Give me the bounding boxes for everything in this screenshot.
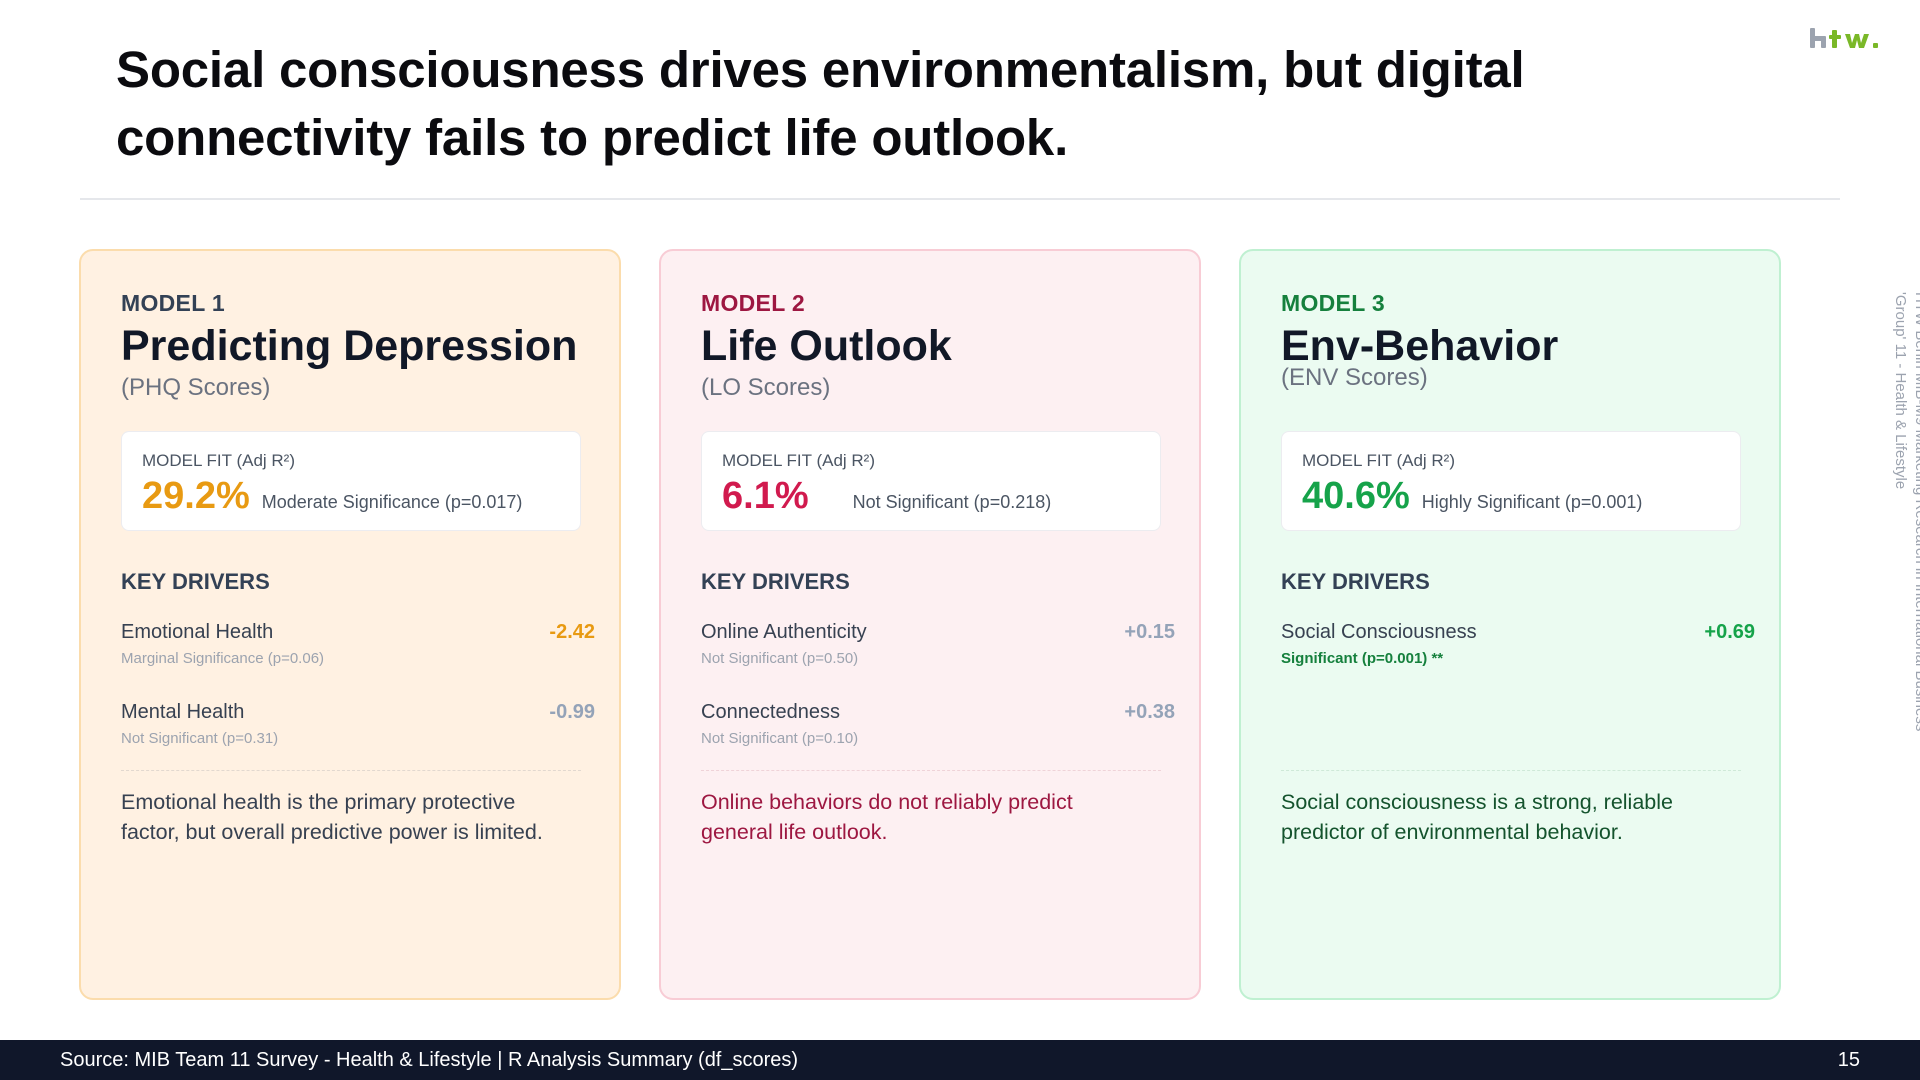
- driver-significance: Not Significant (p=0.31): [121, 730, 279, 747]
- model-fit-box: MODEL FIT (Adj R²) 29.2% Moderate Signif…: [121, 431, 581, 531]
- model-title: Predicting Depression: [121, 322, 578, 370]
- model-card-life-outlook: MODEL 2 Life Outlook (LO Scores) MODEL F…: [659, 249, 1201, 1000]
- driver-name: Connectedness: [701, 701, 840, 723]
- dashed-divider: [121, 770, 581, 771]
- model-summary: Online behaviors do not reliably predict…: [701, 790, 1073, 844]
- driver-item: Mental Health -0.99 Not Significant (p=0…: [121, 699, 595, 750]
- model-summary: Social consciousness is a strong, reliab…: [1281, 790, 1673, 844]
- model-fit-label: MODEL FIT (Adj R²): [1302, 451, 1456, 470]
- model-subtitle: (ENV Scores): [1281, 364, 1428, 391]
- model-summary: Emotional health is the primary protecti…: [121, 790, 543, 844]
- footer-source: Source: MIB Team 11 Survey - Health & Li…: [60, 1049, 799, 1071]
- driver-significance: Not Significant (p=0.50): [701, 650, 859, 667]
- model-fit-box: MODEL FIT (Adj R²) 6.1% Not Significant …: [701, 431, 1161, 531]
- driver-name: Online Authenticity: [701, 621, 867, 643]
- driver-coefficient: -0.99: [549, 701, 595, 723]
- dashed-divider: [1281, 770, 1741, 771]
- model-fit-significance: Highly Significant (p=0.001): [1421, 492, 1643, 512]
- model-fit-box: MODEL FIT (Adj R²) 40.6% Highly Signific…: [1281, 431, 1741, 531]
- model-title: Env-Behavior: [1281, 322, 1559, 370]
- model-subtitle: (LO Scores): [701, 374, 831, 401]
- model-fit-significance: Not Significant (p=0.218): [852, 492, 1052, 512]
- driver-item: Emotional Health -2.42 Marginal Signific…: [121, 619, 595, 670]
- model-title: Life Outlook: [701, 322, 952, 370]
- key-drivers-heading: KEY DRIVERS: [1281, 569, 1430, 594]
- model-fit-value: 40.6%: [1302, 475, 1410, 517]
- driver-coefficient: +0.38: [1124, 701, 1175, 723]
- model-fit-label: MODEL FIT (Adj R²): [722, 451, 876, 470]
- driver-coefficient: +0.69: [1704, 621, 1755, 643]
- driver-name: Emotional Health: [121, 621, 274, 643]
- model-label: MODEL 2: [701, 290, 805, 316]
- slide-title: Social consciousness drives environmenta…: [116, 41, 1525, 166]
- model-fit-label: MODEL FIT (Adj R²): [142, 451, 296, 470]
- driver-significance: Significant (p=0.001) **: [1281, 650, 1444, 667]
- driver-significance: Marginal Significance (p=0.06): [121, 650, 325, 667]
- model-card-depression: MODEL 1 Predicting Depression (PHQ Score…: [79, 249, 621, 1000]
- driver-significance: Not Significant (p=0.10): [701, 730, 859, 747]
- footer-bar: Source: MIB Team 11 Survey - Health & Li…: [0, 1040, 1920, 1080]
- title-divider: [80, 198, 1840, 200]
- model-subtitle: (PHQ Scores): [121, 374, 271, 401]
- htw-logo: [1810, 28, 1878, 48]
- key-drivers-heading: KEY DRIVERS: [121, 569, 270, 594]
- vertical-side-caption: HTW Berlin MIB-M9 Marketing Research in …: [1870, 292, 1920, 792]
- driver-item: Online Authenticity +0.15 Not Significan…: [701, 619, 1175, 670]
- model-fit-value: 6.1%: [722, 475, 809, 517]
- key-drivers-heading: KEY DRIVERS: [701, 569, 850, 594]
- driver-name: Social Consciousness: [1281, 621, 1477, 643]
- page-number: 15: [1837, 1049, 1860, 1071]
- model-fit-significance: Moderate Significance (p=0.017): [261, 492, 523, 512]
- dashed-divider: [701, 770, 1161, 771]
- model-label: MODEL 1: [121, 290, 225, 316]
- model-label: MODEL 3: [1281, 290, 1385, 316]
- model-card-env-behavior: MODEL 3 Env-Behavior (ENV Scores) MODEL …: [1239, 249, 1781, 1000]
- driver-coefficient: -2.42: [549, 621, 595, 643]
- driver-item: Social Consciousness +0.69 Significant (…: [1281, 619, 1755, 670]
- model-fit-value: 29.2%: [142, 475, 250, 517]
- driver-coefficient: +0.15: [1124, 621, 1175, 643]
- driver-item: Connectedness +0.38 Not Significant (p=0…: [701, 699, 1175, 750]
- driver-name: Mental Health: [121, 701, 245, 723]
- side-caption-line-1: HTW Berlin MIB-M9 Marketing Research in …: [1912, 292, 1920, 732]
- side-caption-line-2: 'Group' 11 - Health & Lifestyle: [1892, 292, 1909, 490]
